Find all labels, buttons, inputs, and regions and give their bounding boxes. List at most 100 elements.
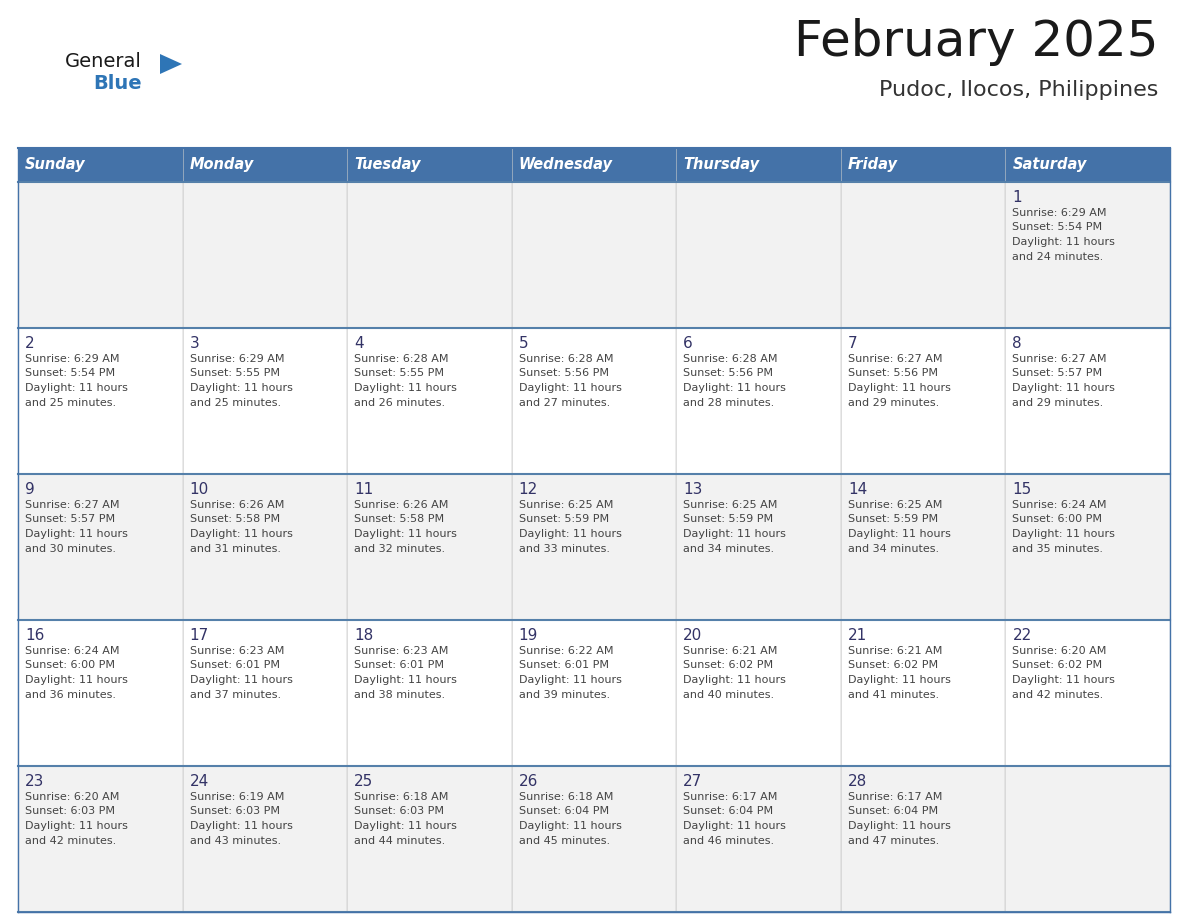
Bar — [183, 620, 347, 766]
Text: Daylight: 11 hours: Daylight: 11 hours — [1012, 529, 1116, 539]
Bar — [18, 474, 183, 620]
Text: and 35 minutes.: and 35 minutes. — [1012, 543, 1104, 554]
Text: Daylight: 11 hours: Daylight: 11 hours — [683, 821, 786, 831]
Text: and 29 minutes.: and 29 minutes. — [1012, 397, 1104, 408]
Text: and 39 minutes.: and 39 minutes. — [519, 689, 609, 700]
Bar — [841, 474, 1005, 620]
Bar — [18, 328, 183, 474]
Text: and 28 minutes.: and 28 minutes. — [683, 397, 775, 408]
Bar — [1005, 620, 1170, 766]
Text: Saturday: Saturday — [1012, 158, 1087, 173]
Text: Sunrise: 6:19 AM: Sunrise: 6:19 AM — [190, 792, 284, 802]
Text: Sunrise: 6:20 AM: Sunrise: 6:20 AM — [25, 792, 119, 802]
Text: Monday: Monday — [190, 158, 254, 173]
Text: and 40 minutes.: and 40 minutes. — [683, 689, 775, 700]
Text: Daylight: 11 hours: Daylight: 11 hours — [1012, 383, 1116, 393]
Text: Sunrise: 6:25 AM: Sunrise: 6:25 AM — [519, 500, 613, 510]
Text: Sunset: 6:04 PM: Sunset: 6:04 PM — [683, 807, 773, 816]
Text: Daylight: 11 hours: Daylight: 11 hours — [848, 821, 950, 831]
Text: Daylight: 11 hours: Daylight: 11 hours — [190, 529, 292, 539]
Text: 24: 24 — [190, 774, 209, 789]
Bar — [676, 328, 841, 474]
Bar — [183, 182, 347, 328]
Bar — [347, 148, 512, 182]
Text: Daylight: 11 hours: Daylight: 11 hours — [190, 821, 292, 831]
Text: Daylight: 11 hours: Daylight: 11 hours — [1012, 675, 1116, 685]
Text: General: General — [65, 52, 141, 71]
Text: Sunset: 5:56 PM: Sunset: 5:56 PM — [848, 368, 937, 378]
Text: Sunrise: 6:28 AM: Sunrise: 6:28 AM — [683, 354, 778, 364]
Text: 21: 21 — [848, 628, 867, 643]
Text: Sunrise: 6:21 AM: Sunrise: 6:21 AM — [848, 646, 942, 656]
Text: and 31 minutes.: and 31 minutes. — [190, 543, 280, 554]
Text: and 43 minutes.: and 43 minutes. — [190, 835, 280, 845]
Text: Sunrise: 6:26 AM: Sunrise: 6:26 AM — [190, 500, 284, 510]
Text: and 37 minutes.: and 37 minutes. — [190, 689, 280, 700]
Bar — [347, 620, 512, 766]
Text: Daylight: 11 hours: Daylight: 11 hours — [519, 821, 621, 831]
Text: Sunset: 6:01 PM: Sunset: 6:01 PM — [519, 660, 608, 670]
Text: Tuesday: Tuesday — [354, 158, 421, 173]
Text: and 24 minutes.: and 24 minutes. — [1012, 252, 1104, 262]
Text: 10: 10 — [190, 482, 209, 497]
Bar — [1005, 148, 1170, 182]
Text: 17: 17 — [190, 628, 209, 643]
Text: Daylight: 11 hours: Daylight: 11 hours — [519, 675, 621, 685]
Text: Sunrise: 6:27 AM: Sunrise: 6:27 AM — [848, 354, 942, 364]
Text: and 33 minutes.: and 33 minutes. — [519, 543, 609, 554]
Text: Sunrise: 6:18 AM: Sunrise: 6:18 AM — [519, 792, 613, 802]
Text: Wednesday: Wednesday — [519, 158, 613, 173]
Bar — [512, 182, 676, 328]
Text: Daylight: 11 hours: Daylight: 11 hours — [848, 675, 950, 685]
Text: Daylight: 11 hours: Daylight: 11 hours — [683, 675, 786, 685]
Text: 11: 11 — [354, 482, 373, 497]
Bar — [841, 620, 1005, 766]
Text: Daylight: 11 hours: Daylight: 11 hours — [683, 529, 786, 539]
Text: Sunset: 5:55 PM: Sunset: 5:55 PM — [190, 368, 279, 378]
Text: and 45 minutes.: and 45 minutes. — [519, 835, 609, 845]
Text: Sunset: 5:58 PM: Sunset: 5:58 PM — [190, 514, 279, 524]
Text: and 32 minutes.: and 32 minutes. — [354, 543, 446, 554]
Bar — [1005, 328, 1170, 474]
Text: and 25 minutes.: and 25 minutes. — [25, 397, 116, 408]
Text: 28: 28 — [848, 774, 867, 789]
Bar — [183, 328, 347, 474]
Text: 13: 13 — [683, 482, 702, 497]
Text: Sunset: 6:03 PM: Sunset: 6:03 PM — [190, 807, 279, 816]
Text: and 42 minutes.: and 42 minutes. — [1012, 689, 1104, 700]
Text: Sunset: 6:03 PM: Sunset: 6:03 PM — [354, 807, 444, 816]
Text: 22: 22 — [1012, 628, 1031, 643]
Text: Sunset: 6:01 PM: Sunset: 6:01 PM — [354, 660, 444, 670]
Text: Sunrise: 6:25 AM: Sunrise: 6:25 AM — [848, 500, 942, 510]
Text: Sunset: 5:59 PM: Sunset: 5:59 PM — [519, 514, 608, 524]
Text: Daylight: 11 hours: Daylight: 11 hours — [190, 383, 292, 393]
Bar — [347, 766, 512, 912]
Text: Sunset: 6:03 PM: Sunset: 6:03 PM — [25, 807, 115, 816]
Text: 1: 1 — [1012, 190, 1022, 205]
Text: and 38 minutes.: and 38 minutes. — [354, 689, 446, 700]
Bar — [18, 182, 183, 328]
Text: and 34 minutes.: and 34 minutes. — [683, 543, 775, 554]
Text: Daylight: 11 hours: Daylight: 11 hours — [190, 675, 292, 685]
Bar — [512, 620, 676, 766]
Text: Sunset: 6:02 PM: Sunset: 6:02 PM — [1012, 660, 1102, 670]
Text: Sunset: 6:02 PM: Sunset: 6:02 PM — [848, 660, 939, 670]
Text: Sunset: 5:56 PM: Sunset: 5:56 PM — [519, 368, 608, 378]
Text: Sunrise: 6:24 AM: Sunrise: 6:24 AM — [25, 646, 120, 656]
Text: Daylight: 11 hours: Daylight: 11 hours — [354, 675, 457, 685]
Text: Sunset: 6:00 PM: Sunset: 6:00 PM — [1012, 514, 1102, 524]
Text: Sunset: 6:00 PM: Sunset: 6:00 PM — [25, 660, 115, 670]
Text: Daylight: 11 hours: Daylight: 11 hours — [25, 383, 128, 393]
Text: Sunset: 5:54 PM: Sunset: 5:54 PM — [25, 368, 115, 378]
Text: Sunset: 6:04 PM: Sunset: 6:04 PM — [848, 807, 939, 816]
Text: and 44 minutes.: and 44 minutes. — [354, 835, 446, 845]
Text: Sunset: 5:58 PM: Sunset: 5:58 PM — [354, 514, 444, 524]
Text: Sunset: 6:01 PM: Sunset: 6:01 PM — [190, 660, 279, 670]
Bar — [676, 148, 841, 182]
Text: Sunset: 5:56 PM: Sunset: 5:56 PM — [683, 368, 773, 378]
Text: 16: 16 — [25, 628, 44, 643]
Text: and 34 minutes.: and 34 minutes. — [848, 543, 939, 554]
Text: Sunrise: 6:24 AM: Sunrise: 6:24 AM — [1012, 500, 1107, 510]
Text: Sunrise: 6:23 AM: Sunrise: 6:23 AM — [354, 646, 449, 656]
Bar — [18, 620, 183, 766]
